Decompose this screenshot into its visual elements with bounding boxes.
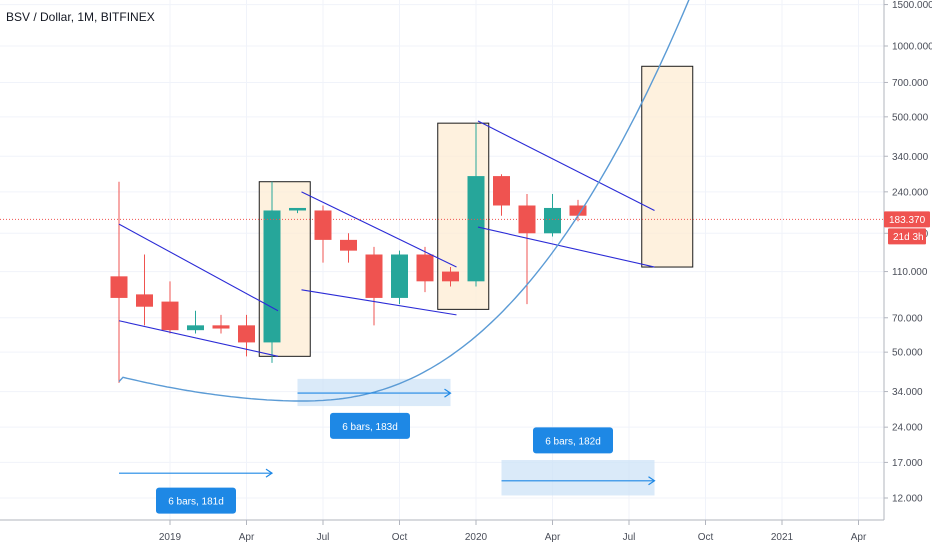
candle-body (289, 207, 306, 211)
candle (212, 314, 230, 334)
trend-line (118, 223, 279, 312)
date-range-arrow (501, 476, 656, 486)
time-tick-label: Apr (545, 532, 561, 543)
candle-body (187, 325, 204, 331)
time-axis[interactable]: 2019 Apr Jul Oct 2020 Apr Jul Oct 2021 Apr (159, 520, 867, 543)
time-tick-label: 2021 (771, 532, 794, 543)
horizontal-gridlines (0, 4, 884, 499)
price-tick-label: 34.000 (892, 387, 923, 398)
candle (442, 267, 459, 287)
candle-body (161, 301, 179, 331)
price-tick-label: 70.000 (892, 313, 923, 324)
candle-body (110, 276, 128, 298)
candle (467, 123, 485, 287)
price-tick-label: 240.000 (892, 187, 929, 198)
candle-body (340, 239, 357, 251)
price-tick-label: 500.000 (892, 112, 929, 123)
trend-line (118, 320, 279, 357)
candle-body (314, 210, 332, 240)
candle (289, 207, 306, 214)
price-tick-label: 700.000 (892, 78, 929, 89)
candle-body (136, 294, 153, 307)
last-price-tag: 183.370 (884, 211, 930, 228)
candle-body (365, 254, 383, 298)
date-range-box (501, 460, 655, 496)
date-range-label: 6 bars, 183d (330, 412, 410, 439)
candle (161, 281, 179, 334)
trend-line (477, 226, 655, 268)
candle (136, 254, 153, 326)
candle (314, 205, 332, 263)
candle (391, 250, 408, 305)
price-tick-label: 340.000 (892, 152, 929, 163)
candle (365, 246, 383, 326)
candle-body (416, 254, 434, 282)
date-range-label: 6 bars, 181d (156, 487, 236, 514)
price-tick-label: 1000.000 (892, 42, 932, 53)
candle (544, 193, 561, 237)
time-tick-label: Oct (698, 532, 714, 543)
price-tick-label: 12.000 (892, 494, 923, 505)
countdown-value: 21d 3h (893, 232, 924, 243)
candle-body (544, 207, 561, 234)
price-tick-label: 17.000 (892, 458, 923, 469)
candle (518, 193, 536, 305)
candle (340, 233, 357, 263)
candle (493, 174, 510, 216)
parabolic-curve (118, 0, 690, 402)
candles (110, 123, 587, 383)
candle-body (493, 176, 510, 206)
date-range-label-text: 6 bars, 181d (168, 497, 224, 508)
time-tick-label: 2019 (159, 532, 182, 543)
candle-body (391, 254, 408, 298)
candle-body (467, 176, 485, 282)
time-tick-label: Jul (317, 532, 330, 543)
time-tick-label: Apr (851, 532, 867, 543)
candle-body (569, 205, 587, 216)
candle-body (238, 325, 255, 343)
price-tick-label: 50.000 (892, 348, 923, 359)
time-tick-label: Oct (392, 532, 408, 543)
date-range-label-text: 6 bars, 183d (342, 422, 398, 433)
price-tick-label: 24.000 (892, 423, 923, 434)
price-range-box (641, 65, 694, 268)
price-tick-label: 1500.000 (892, 0, 932, 11)
chart-title: BSV / Dollar, 1M, BITFINEX (6, 10, 155, 24)
price-tick-label: 110.000 (892, 267, 928, 278)
trend-line (301, 289, 457, 316)
candle (416, 246, 434, 293)
date-range-arrow (297, 388, 452, 398)
candle (110, 181, 128, 383)
date-range-label: 6 bars, 182d (533, 427, 613, 454)
candle-body (518, 205, 536, 234)
candle-body (442, 271, 459, 282)
trend-lines: 6 bars, 181d 6 bars, 183d 6 bars, 182d (118, 0, 690, 514)
time-tick-label: Apr (239, 532, 255, 543)
date-range-label-text: 6 bars, 182d (545, 436, 601, 447)
trend-line (477, 120, 655, 211)
candle-body (212, 325, 230, 329)
candle-body (263, 210, 281, 343)
candle (569, 199, 587, 222)
last-price-value: 183.370 (889, 215, 926, 226)
candle (187, 310, 204, 334)
time-tick-label: 2020 (465, 532, 488, 543)
price-axis[interactable]: 1500.000 1000.000 700.000 500.000 340.000 240… (884, 0, 932, 505)
date-range-arrow (119, 468, 274, 478)
time-tick-label: Jul (623, 532, 636, 543)
countdown-tag: 21d 3h (888, 228, 926, 245)
trend-line (301, 191, 457, 268)
